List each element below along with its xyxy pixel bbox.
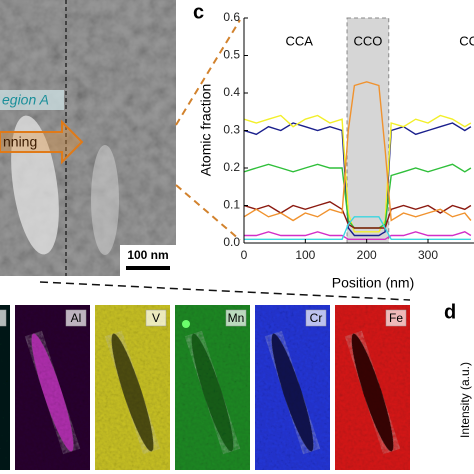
zoom-line [175, 19, 241, 126]
y-tick-label: 0.3 [223, 123, 240, 137]
scale-bar-label: 100 nm [127, 248, 168, 262]
map-label: Cr [310, 311, 323, 325]
map-label: Fe [389, 311, 403, 325]
particle [191, 333, 234, 452]
map-label-box [225, 309, 247, 327]
data-line [244, 201, 472, 229]
zoom-line [39, 281, 411, 301]
y-tick-label: 0.2 [223, 160, 240, 174]
x-axis-title: Position (nm) [332, 275, 414, 291]
x-tick-label: 100 [295, 248, 315, 262]
series-group [244, 81, 472, 240]
y-tick-label: 0.0 [223, 235, 240, 249]
line-chart: CCA CCO CC 0.0 0.1 0.2 0.3 0.4 0.5 0.6 0 100 200 300 P… [198, 10, 474, 291]
x-tick-label: 200 [357, 248, 377, 262]
zoom-line [175, 184, 241, 241]
region-label: egion A [2, 92, 49, 108]
particle [271, 333, 314, 452]
x-tick-label: 300 [418, 248, 438, 262]
map-label: V [152, 311, 160, 325]
particle [351, 333, 394, 452]
region-annotation: CCO [353, 33, 382, 48]
map-label-box [145, 309, 167, 327]
map-label-box [0, 309, 7, 327]
panel-label: d [444, 301, 456, 323]
y-tick-label: 0.6 [223, 10, 240, 24]
map-label-box [305, 309, 327, 327]
shaded-region [346, 17, 390, 244]
region-annotation: CC [459, 33, 474, 48]
y-tick-label: 0.1 [223, 198, 240, 212]
data-line [244, 114, 472, 233]
map-label: Al [71, 311, 82, 325]
scale-bar [126, 266, 170, 270]
map-label: Ti [0, 311, 1, 325]
element-maps: Ti Al V Mn Cr Fe [0, 305, 410, 470]
data-line [244, 216, 471, 240]
y-tick-label: 0.4 [223, 85, 240, 99]
particle [31, 333, 74, 452]
x-tick-label: 0 [241, 248, 248, 262]
axis-title: Intensity (a.u.) [458, 362, 472, 438]
y-axis-title: Atomic fraction [198, 84, 214, 177]
hotspot [182, 320, 190, 328]
map-label: Mn [228, 311, 245, 325]
data-line [244, 81, 472, 222]
arrow-label: nning [3, 134, 37, 150]
region-annotation: CCA [285, 33, 313, 48]
tem-image: egion A nning 100 nm [0, 0, 176, 276]
particle [111, 333, 154, 452]
map-label-box [65, 309, 87, 327]
panel-label: c [193, 1, 204, 23]
data-line [244, 122, 472, 237]
y-tick-label: 0.5 [223, 48, 240, 62]
map-background [0, 305, 10, 470]
map-label-box [385, 309, 407, 327]
data-line [244, 231, 472, 240]
